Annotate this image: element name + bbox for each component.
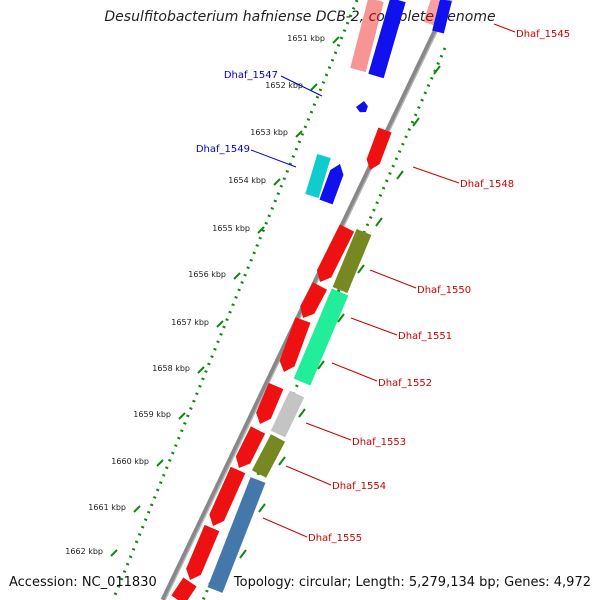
gene-label[interactable]: Dhaf_1554	[332, 481, 386, 492]
gene-arrow	[319, 164, 344, 205]
gene-label[interactable]: Dhaf_1553	[352, 437, 406, 448]
inner-tick-mark	[278, 456, 286, 466]
gene-arrow	[356, 101, 368, 113]
gene-leader-line	[493, 23, 516, 33]
inner-tick-mark	[375, 217, 383, 227]
gene-leader-line	[262, 517, 308, 538]
gene-track	[171, 0, 452, 600]
tick-label: 1654 kbp	[228, 176, 266, 185]
gene-arrow	[366, 127, 392, 170]
tick-label: 1652 kbp	[265, 81, 303, 90]
inner-tick-mark	[317, 360, 325, 370]
gene-leader-line	[305, 422, 352, 441]
gene-leader-line	[412, 166, 460, 184]
inner-tick-mark	[357, 264, 365, 274]
gene-arrow	[300, 282, 328, 318]
gene-arrow	[316, 224, 355, 282]
accession-text: Accession: NC_011830	[9, 575, 157, 590]
gene-arrow	[209, 466, 246, 526]
gene-label[interactable]: Dhaf_1548	[460, 179, 514, 190]
gene-leader-line	[331, 362, 378, 382]
tick-track: 1651 kbp 1652 kbp 1653 kbp 1654 kbp 1655 kbp…	[65, 34, 441, 559]
tick-label: 1659 kbp	[133, 410, 171, 419]
gene-label[interactable]: Dhaf_1550	[417, 285, 471, 296]
tick-mark	[197, 366, 205, 374]
tick-mark	[273, 178, 281, 186]
gene-arrow	[432, 0, 452, 34]
tick-label: 1658 kbp	[152, 364, 190, 373]
gene-label[interactable]: Dhaf_1545	[516, 29, 570, 40]
tick-label: 1660 kbp	[111, 457, 149, 466]
gene-label-track: Dhaf_1545 Dhaf_1547 Dhaf_1548 Dhaf_1549 Dhaf…	[196, 23, 570, 544]
tick-mark	[178, 412, 186, 420]
tick-label: 1657 kbp	[171, 318, 209, 327]
tick-label: 1655 kbp	[212, 224, 250, 233]
gene-arrow	[186, 524, 220, 580]
tick-mark	[332, 36, 340, 44]
gene-arrow	[256, 382, 284, 424]
tick-mark	[295, 130, 303, 138]
gene-arrow	[171, 577, 197, 600]
gene-leader-line	[250, 149, 297, 168]
gene-arrow	[251, 434, 286, 478]
gene-arrow	[270, 390, 305, 438]
inner-tick-mark	[258, 503, 266, 513]
gene-leader-line	[280, 75, 323, 97]
dot-rings	[111, 0, 447, 600]
inner-tick-mark	[239, 549, 247, 559]
tick-mark	[110, 549, 118, 557]
inner-tick-mark	[298, 408, 306, 418]
tick-label: 1653 kbp	[250, 128, 288, 137]
gene-arrow	[368, 0, 406, 79]
tick-mark	[257, 226, 265, 234]
gene-leader-line	[369, 269, 417, 289]
tick-label: 1656 kbp	[188, 270, 226, 279]
gene-arrow	[332, 228, 372, 294]
gene-arrow	[279, 317, 311, 372]
inner-tick-mark	[412, 117, 420, 127]
gene-arrow	[207, 477, 266, 593]
tick-mark	[156, 459, 164, 467]
gene-arrow	[235, 426, 266, 468]
inner-tick-mark	[337, 313, 345, 323]
inner-tick-mark	[396, 170, 404, 180]
gene-label[interactable]: Dhaf_1551	[398, 331, 452, 342]
tick-mark	[216, 320, 224, 328]
gene-label[interactable]: Dhaf_1547	[224, 70, 278, 81]
gene-leader-line	[285, 465, 332, 486]
tick-mark	[233, 272, 241, 280]
gene-arrow	[305, 153, 331, 199]
tick-label: 1661 kbp	[88, 503, 126, 512]
gene-label[interactable]: Dhaf_1549	[196, 144, 250, 155]
tick-label: 1651 kbp	[287, 34, 325, 43]
tick-mark	[310, 83, 318, 91]
gene-arrow	[293, 288, 349, 386]
gene-label[interactable]: Dhaf_1555	[308, 533, 362, 544]
gene-arrow	[350, 0, 384, 72]
topology-text: Topology: circular; Length: 5,279,134 bp…	[233, 575, 591, 590]
tick-label: 1662 kbp	[65, 547, 103, 556]
tick-mark	[133, 505, 141, 513]
inner-tick-mark	[433, 65, 441, 75]
gene-leader-line	[350, 317, 398, 336]
gene-label[interactable]: Dhaf_1552	[378, 378, 432, 389]
